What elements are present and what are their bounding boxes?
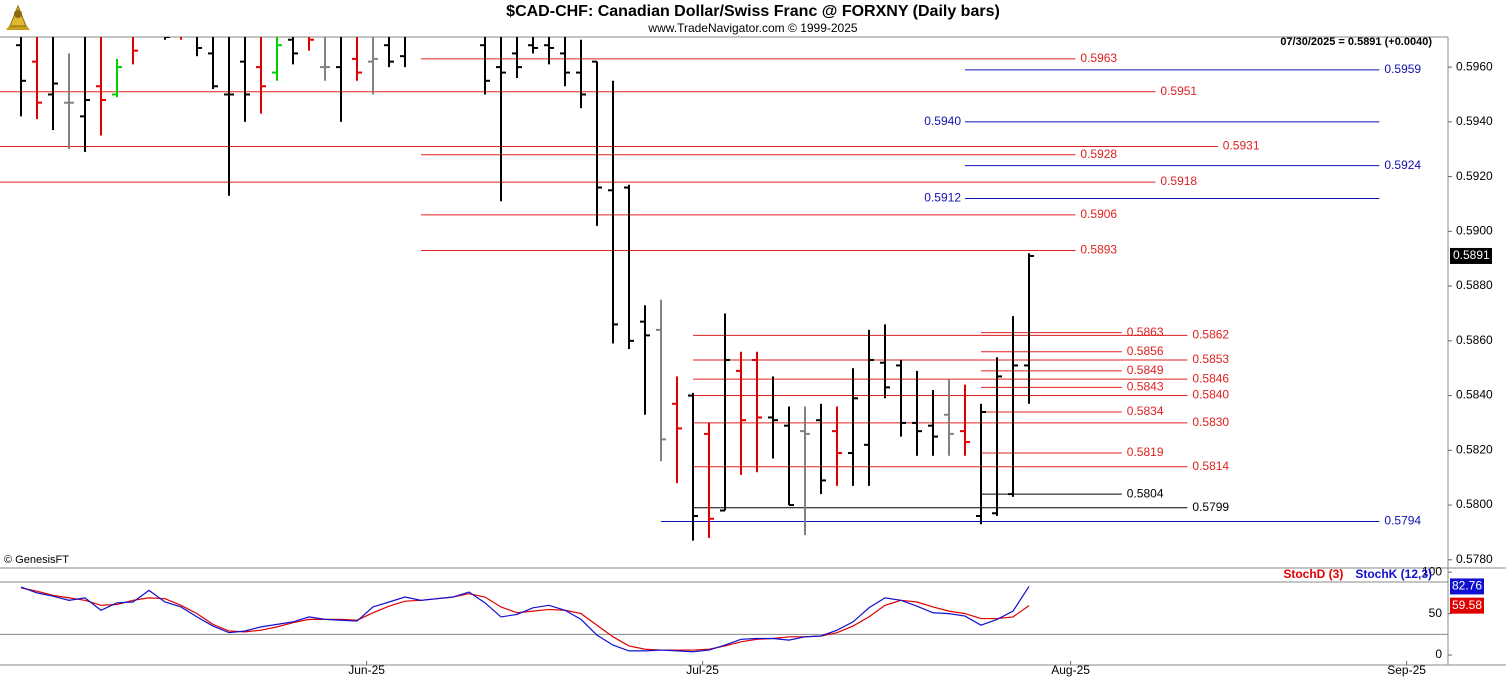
price-panel bbox=[0, 37, 1380, 541]
y-tick-label: 100 bbox=[1422, 564, 1442, 578]
value-label: 82.76 bbox=[1452, 579, 1482, 593]
level-label: 0.5940 bbox=[924, 114, 961, 128]
level-label: 0.5959 bbox=[1384, 62, 1421, 76]
x-tick-label: Aug-25 bbox=[1051, 663, 1090, 677]
y-tick-label: 0.5880 bbox=[1456, 278, 1493, 292]
chart-title: $CAD-CHF: Canadian Dollar/Swiss Franc @ … bbox=[506, 3, 1000, 20]
y-tick-label: 50 bbox=[1429, 606, 1443, 620]
last-price-label: 0.5891 bbox=[1453, 248, 1490, 262]
logo bbox=[6, 4, 30, 30]
legend-entry: StochK (12,3) bbox=[1355, 567, 1432, 581]
x-tick-label: Sep-25 bbox=[1387, 663, 1426, 677]
level-label: 0.5863 bbox=[1127, 325, 1164, 339]
chart-subtitle: www.TradeNavigator.com © 1999-2025 bbox=[647, 21, 857, 35]
level-label: 0.5830 bbox=[1192, 415, 1229, 429]
y-tick-label: 0.5940 bbox=[1456, 114, 1493, 128]
level-label: 0.5928 bbox=[1080, 147, 1117, 161]
level-label: 0.5918 bbox=[1160, 174, 1197, 188]
y-tick-label: 0.5840 bbox=[1456, 388, 1493, 402]
level-label: 0.5924 bbox=[1384, 158, 1421, 172]
level-label: 0.5814 bbox=[1192, 459, 1229, 473]
y-tick-label: 0.5960 bbox=[1456, 59, 1493, 73]
level-label: 0.5906 bbox=[1080, 207, 1117, 221]
level-label: 0.5893 bbox=[1080, 243, 1117, 257]
level-label: 0.5819 bbox=[1127, 445, 1164, 459]
y-tick-label: 0.5800 bbox=[1456, 497, 1493, 511]
level-label: 0.5834 bbox=[1127, 404, 1164, 418]
y-tick-label: 0.5920 bbox=[1456, 169, 1493, 183]
y-tick-label: 0.5820 bbox=[1456, 442, 1493, 456]
value-label: 59.58 bbox=[1452, 598, 1482, 612]
x-tick-label: Jul-25 bbox=[686, 663, 719, 677]
level-label: 0.5931 bbox=[1223, 139, 1260, 153]
stoch-line bbox=[20, 586, 1030, 653]
y-tick-label: 0 bbox=[1435, 647, 1442, 661]
value-box bbox=[1450, 597, 1484, 614]
stoch-line bbox=[20, 587, 1030, 651]
x-tick-label: Jun-25 bbox=[348, 663, 385, 677]
legend-entry: StochD (3) bbox=[1283, 567, 1343, 581]
level-label: 0.5840 bbox=[1192, 388, 1229, 402]
level-label: 0.5853 bbox=[1192, 352, 1229, 366]
source-note: © GenesisFT bbox=[4, 554, 69, 566]
value-box bbox=[1450, 578, 1484, 595]
level-label: 0.5849 bbox=[1127, 363, 1164, 377]
level-label: 0.5846 bbox=[1192, 371, 1229, 385]
level-label: 0.5799 bbox=[1192, 500, 1229, 514]
level-label: 0.5804 bbox=[1127, 486, 1164, 500]
y-tick-label: 0.5900 bbox=[1456, 224, 1493, 238]
level-label: 0.5951 bbox=[1160, 84, 1197, 98]
y-tick-label: 0.5780 bbox=[1456, 552, 1493, 566]
level-label: 0.5912 bbox=[924, 191, 961, 205]
level-label: 0.5794 bbox=[1384, 514, 1421, 528]
y-tick-label: 0.5860 bbox=[1456, 333, 1493, 347]
level-label: 0.5843 bbox=[1127, 380, 1164, 394]
price-header: 07/30/2025 = 0.5891 (+0.0040) bbox=[1280, 36, 1432, 48]
level-label: 0.5856 bbox=[1127, 344, 1164, 358]
level-label: 0.5963 bbox=[1080, 51, 1117, 65]
last-price-box bbox=[1450, 247, 1492, 264]
level-label: 0.5862 bbox=[1192, 328, 1229, 342]
